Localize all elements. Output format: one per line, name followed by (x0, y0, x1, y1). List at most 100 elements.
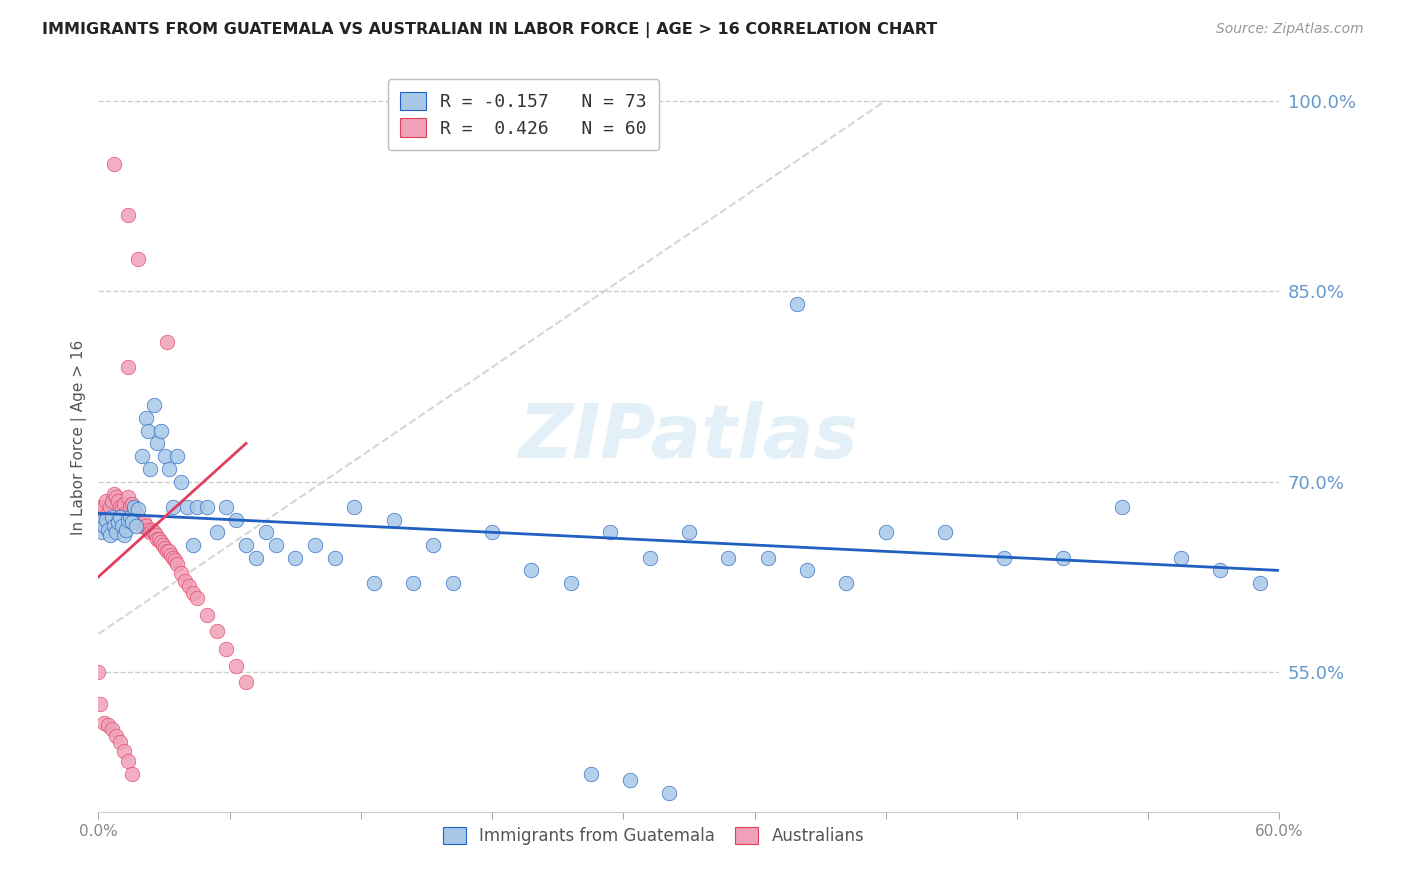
Point (786, 297, 808, 311)
Point (658, 786, 681, 800)
Point (993, 550, 1015, 565)
Point (89, 697, 111, 711)
Point (112, 528, 135, 542)
Point (402, 576, 425, 591)
Point (323, 550, 346, 565)
Point (93, 519, 115, 533)
Point (186, 500, 208, 514)
Point (145, 528, 167, 542)
Point (93, 715, 115, 730)
Y-axis label: In Labor Force | Age > 16: In Labor Force | Age > 16 (72, 340, 87, 534)
Text: IMMIGRANTS FROM GUATEMALA VS AUSTRALIAN IN LABOR FORCE | AGE > 16 CORRELATION CH: IMMIGRANTS FROM GUATEMALA VS AUSTRALIAN … (42, 22, 938, 38)
Point (170, 566, 193, 580)
Point (422, 538, 444, 552)
Point (176, 500, 198, 514)
Point (127, 510, 149, 524)
Point (150, 424, 173, 438)
Point (105, 490, 128, 504)
Point (117, 754, 139, 768)
Text: ZIPatlas: ZIPatlas (519, 401, 859, 474)
Point (599, 525, 621, 540)
Point (166, 557, 188, 571)
Point (225, 658, 247, 673)
Point (678, 525, 700, 540)
Point (112, 497, 135, 511)
Text: Source: ZipAtlas.com: Source: ZipAtlas.com (1216, 22, 1364, 37)
Point (619, 772, 641, 787)
Point (579, 766, 602, 780)
Point (195, 607, 218, 622)
Point (98, 528, 121, 542)
Point (108, 735, 131, 749)
Point (162, 550, 184, 565)
Point (875, 525, 897, 540)
Point (215, 642, 238, 657)
Point (105, 729, 128, 743)
Legend: Immigrants from Guatemala, Australians: Immigrants from Guatemala, Australians (436, 821, 872, 852)
Point (141, 523, 163, 537)
Point (155, 449, 177, 463)
Point (118, 510, 141, 524)
Point (835, 576, 858, 591)
Point (155, 541, 177, 555)
Point (117, 513, 139, 527)
Point (138, 525, 160, 540)
Point (157, 544, 180, 558)
Point (111, 502, 134, 516)
Point (235, 675, 257, 690)
Point (162, 500, 184, 514)
Point (103, 157, 125, 171)
Point (105, 525, 128, 540)
Point (481, 525, 503, 540)
Point (177, 579, 200, 593)
Point (146, 436, 169, 450)
Point (93, 500, 115, 514)
Point (264, 538, 287, 552)
Point (91, 525, 114, 540)
Point (89, 500, 111, 514)
Point (165, 553, 187, 567)
Point (96, 513, 118, 527)
Point (101, 722, 124, 736)
Point (235, 538, 257, 552)
Point (135, 411, 157, 425)
Point (1170, 550, 1192, 565)
Point (107, 515, 129, 529)
Point (382, 513, 405, 527)
Point (101, 493, 124, 508)
Point (142, 525, 165, 540)
Point (181, 586, 204, 600)
Point (89, 515, 111, 529)
Point (1111, 500, 1133, 514)
Point (131, 519, 153, 533)
Point (150, 535, 173, 549)
Point (115, 523, 138, 537)
Point (96, 493, 118, 508)
Point (195, 500, 218, 514)
Point (215, 500, 238, 514)
Point (91, 513, 114, 527)
Point (112, 744, 135, 758)
Point (115, 506, 138, 520)
Point (107, 493, 129, 508)
Point (1052, 550, 1074, 565)
Point (225, 513, 247, 527)
Point (756, 550, 779, 565)
Point (254, 525, 277, 540)
Point (135, 519, 157, 533)
Point (245, 550, 267, 565)
Point (441, 576, 464, 591)
Point (560, 576, 582, 591)
Point (520, 563, 543, 577)
Point (103, 519, 125, 533)
Point (122, 502, 145, 516)
Point (186, 591, 208, 606)
Point (284, 550, 307, 565)
Point (156, 334, 179, 349)
Point (97, 506, 120, 520)
Point (97, 718, 120, 732)
Point (138, 462, 160, 476)
Point (121, 497, 143, 511)
Point (121, 766, 143, 780)
Point (934, 525, 956, 540)
